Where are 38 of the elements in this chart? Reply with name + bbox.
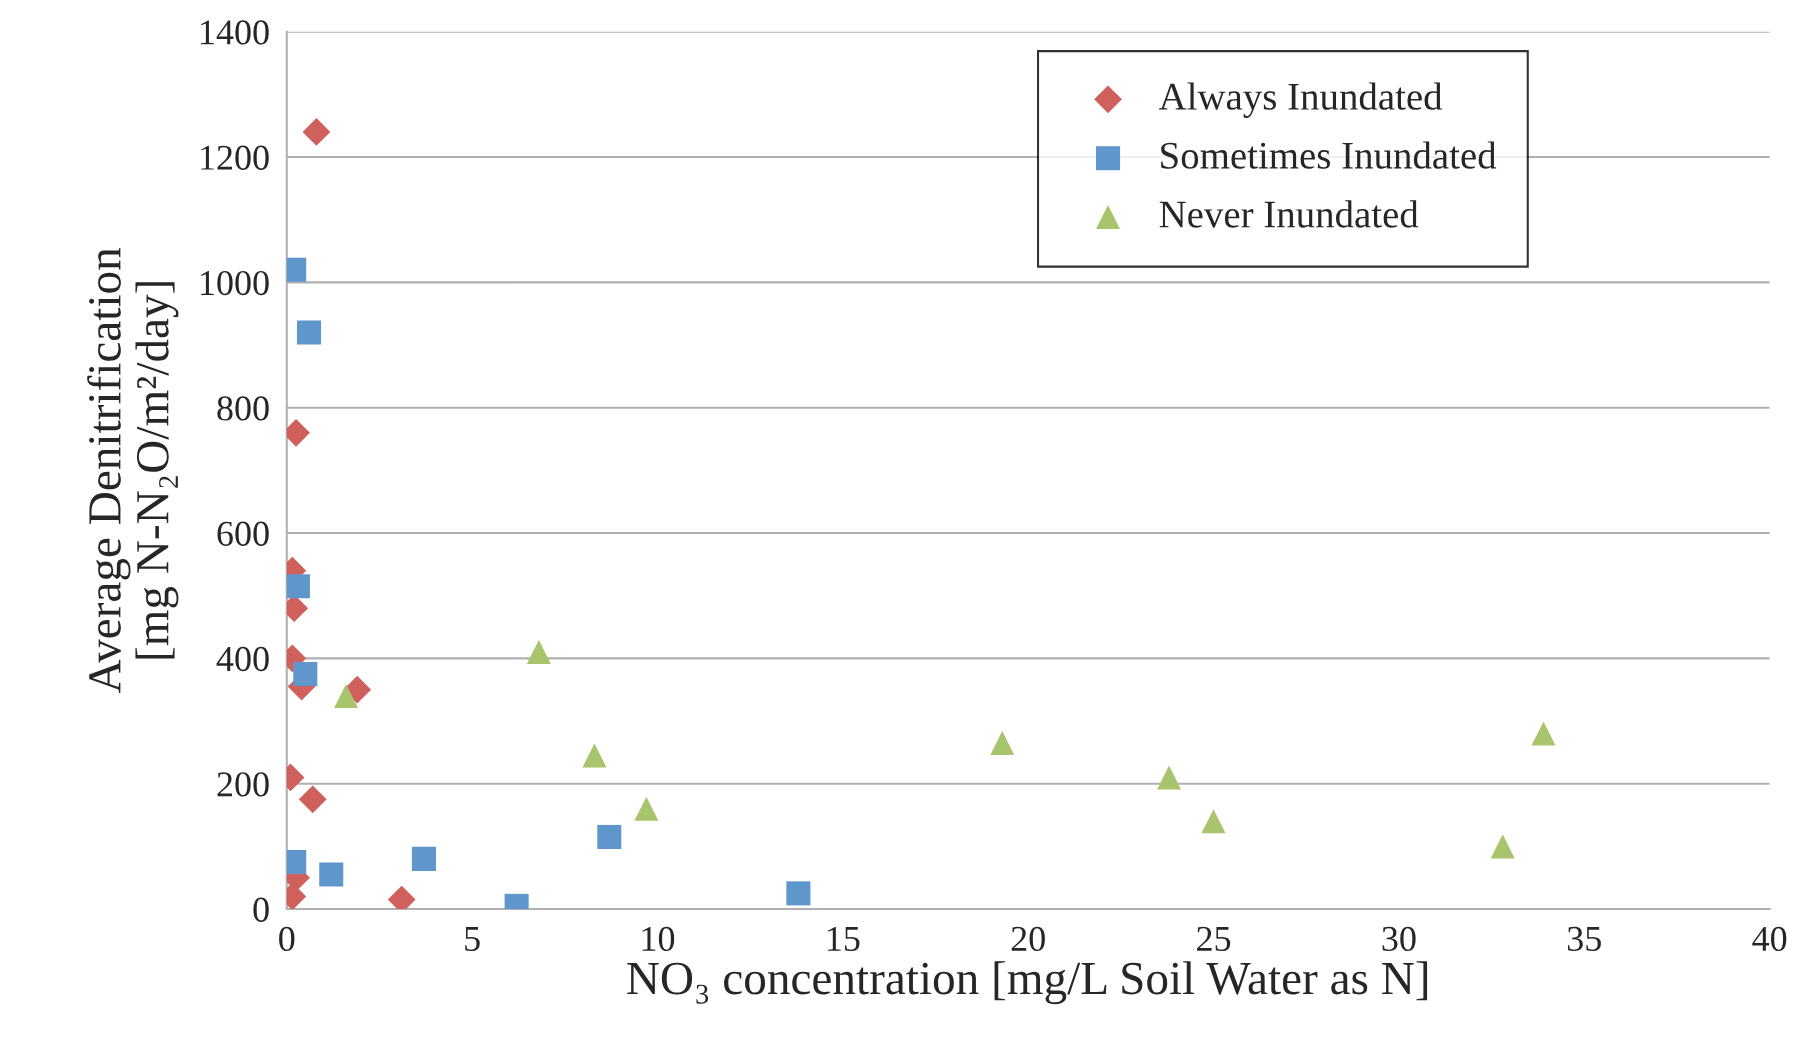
x-tick-label: 20	[1011, 926, 1045, 952]
x-tick-label: 10	[642, 926, 675, 952]
y-tick-label: 200	[217, 772, 269, 797]
point	[597, 824, 622, 849]
x-axis-title: NO₃ concentration [mg/L Soil Water as N]	[627, 961, 1428, 1005]
point	[786, 881, 811, 906]
y-tick-label: 400	[216, 646, 269, 672]
y-tick-label: 800	[217, 396, 269, 421]
x-tick-label: 35	[1567, 926, 1601, 952]
point	[990, 730, 1015, 755]
y-tick-label: 0	[253, 897, 269, 922]
y-tick-label: 1200	[201, 145, 269, 170]
point	[1201, 809, 1226, 834]
point	[582, 743, 607, 768]
point	[1157, 765, 1182, 790]
point	[526, 640, 551, 665]
x-tick-label: 40	[1752, 926, 1787, 952]
y-axis-title: Average Denitrification [mg N-N₂O/m²/day]	[87, 247, 179, 694]
legend-label: Sometimes Inundated	[1161, 141, 1497, 169]
point	[1531, 721, 1556, 746]
point	[334, 683, 359, 708]
point	[286, 574, 310, 599]
legend-label: Never Inundated	[1159, 200, 1419, 228]
x-tick-label: 0	[279, 926, 295, 952]
x-tick-label: 25	[1197, 926, 1231, 952]
point	[1490, 834, 1515, 859]
x-tick-label: 5	[465, 927, 480, 952]
x-tick-label: 15	[827, 926, 860, 952]
x-tick-label: 30	[1382, 926, 1416, 952]
y-tick-label: 1000	[201, 270, 269, 296]
point	[293, 662, 318, 687]
point	[319, 862, 344, 887]
point	[411, 846, 436, 871]
point	[296, 320, 322, 345]
point	[634, 796, 659, 821]
y-tick-label: 1400	[201, 20, 269, 45]
y-tick-label: 600	[217, 521, 269, 546]
legend-label: Always Inundated	[1158, 82, 1443, 118]
